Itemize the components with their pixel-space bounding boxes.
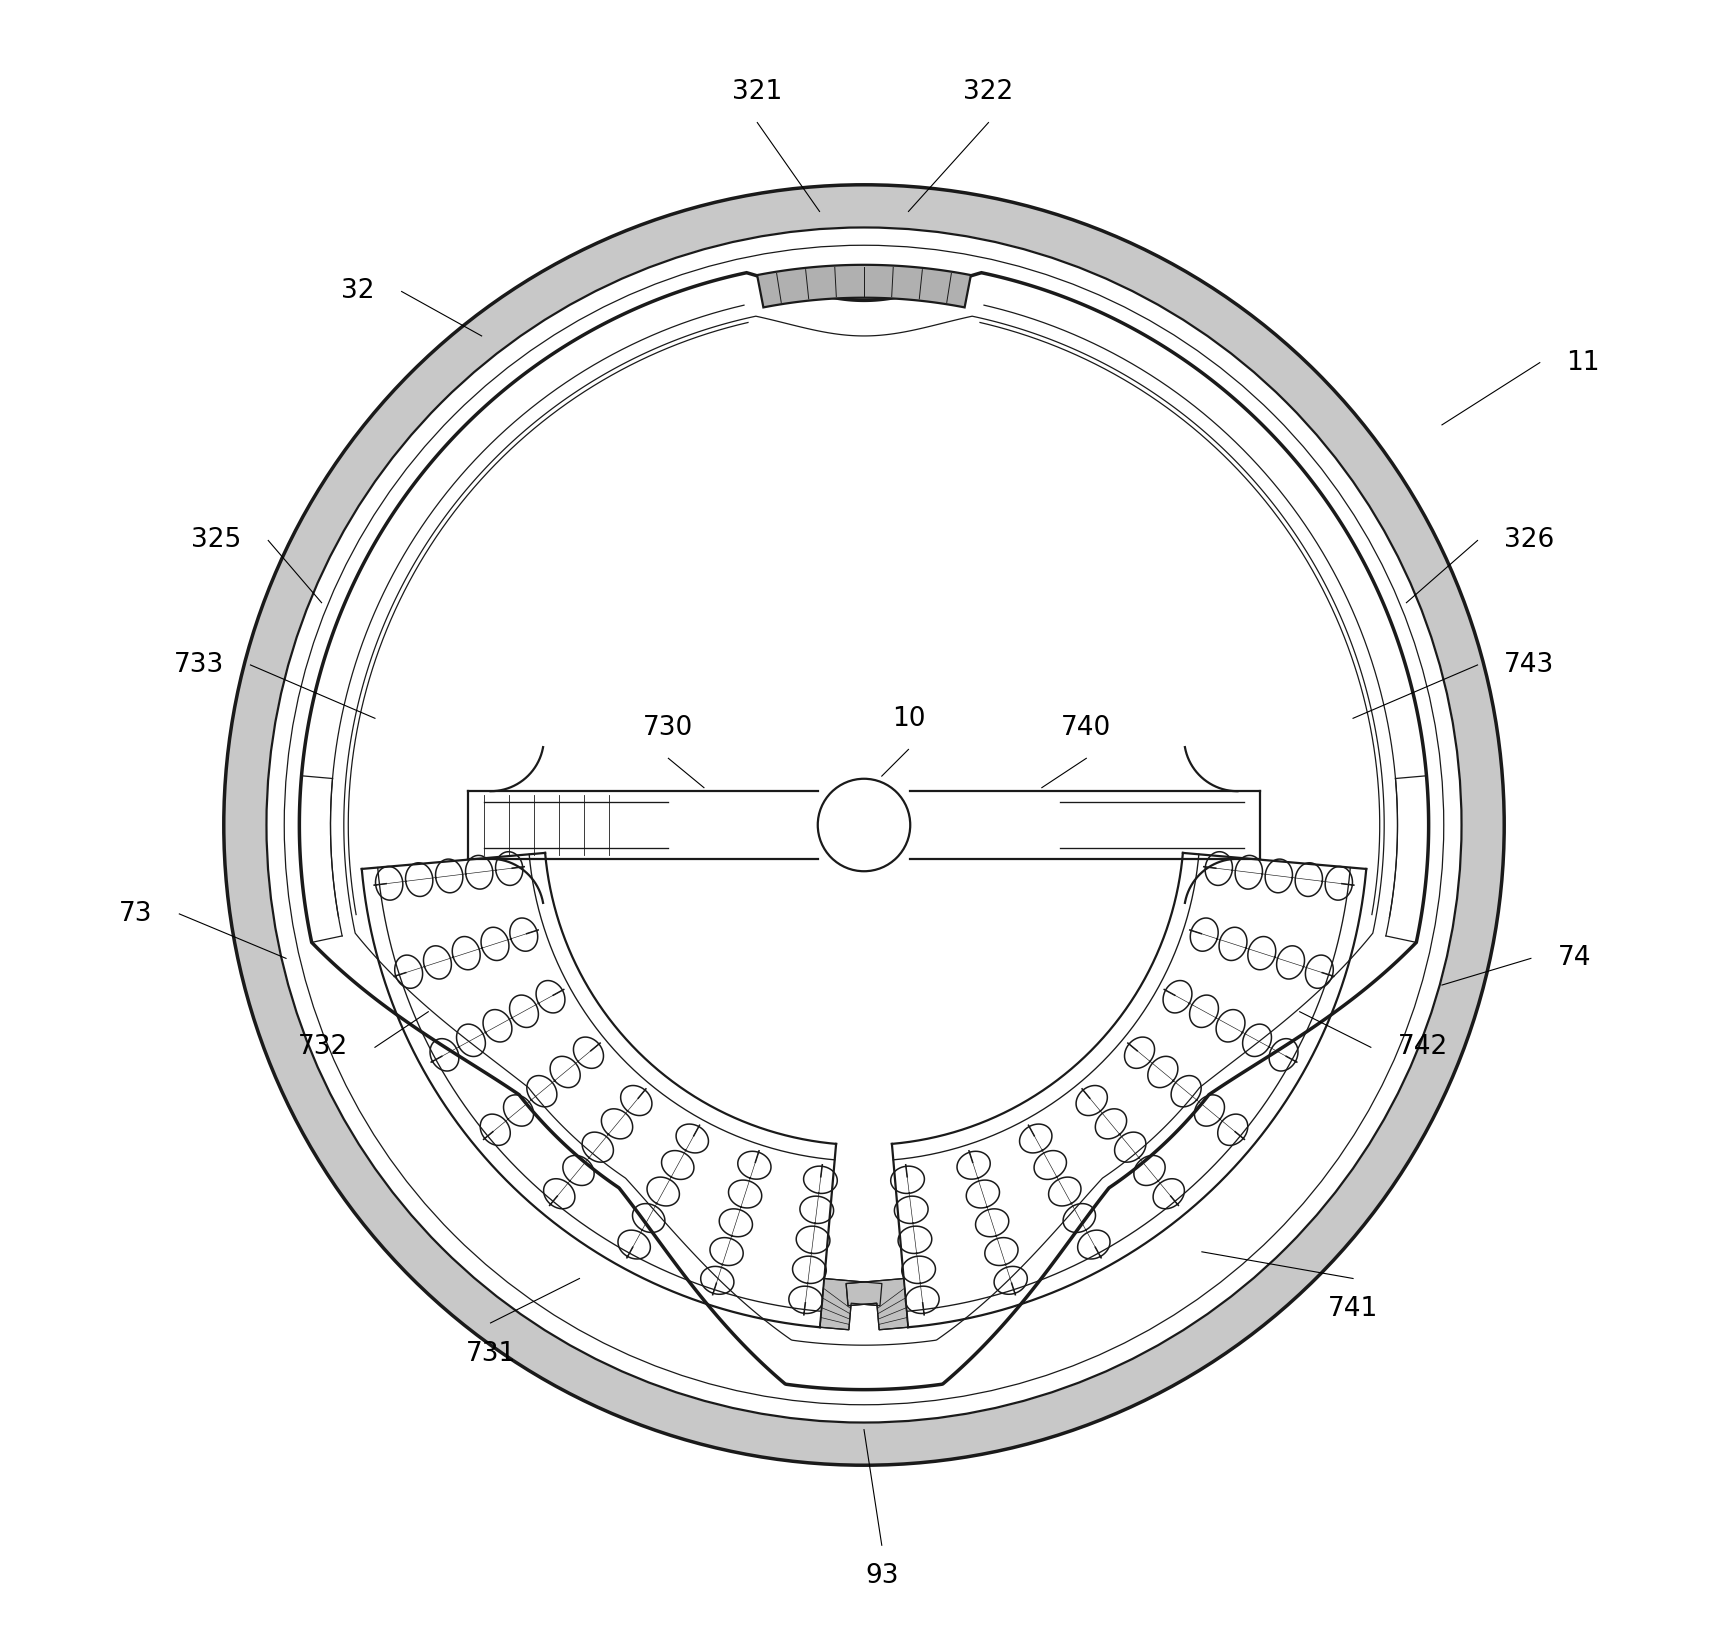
Text: 325: 325 [192,528,242,553]
Text: 742: 742 [1398,1035,1448,1061]
Text: 321: 321 [733,79,783,104]
Text: 732: 732 [297,1035,349,1061]
Polygon shape [468,792,1260,858]
Text: 743: 743 [1503,652,1555,678]
Text: 74: 74 [1557,945,1591,972]
Text: 10: 10 [892,706,924,731]
Polygon shape [344,317,1384,1345]
Text: 73: 73 [119,901,152,927]
Circle shape [266,228,1462,1422]
Circle shape [817,779,911,871]
Text: 733: 733 [173,652,225,678]
Text: 93: 93 [866,1563,899,1589]
Text: 322: 322 [964,79,1014,104]
Text: 326: 326 [1503,528,1555,553]
Text: 731: 731 [465,1341,515,1366]
Text: 740: 740 [1061,714,1111,741]
Circle shape [225,185,1503,1465]
Polygon shape [299,272,1429,1389]
Text: 11: 11 [1567,350,1600,376]
Polygon shape [821,1279,881,1330]
Polygon shape [757,264,971,307]
Text: 730: 730 [643,714,693,741]
Polygon shape [847,1279,907,1330]
Text: 741: 741 [1327,1297,1379,1322]
Text: 32: 32 [342,279,375,305]
